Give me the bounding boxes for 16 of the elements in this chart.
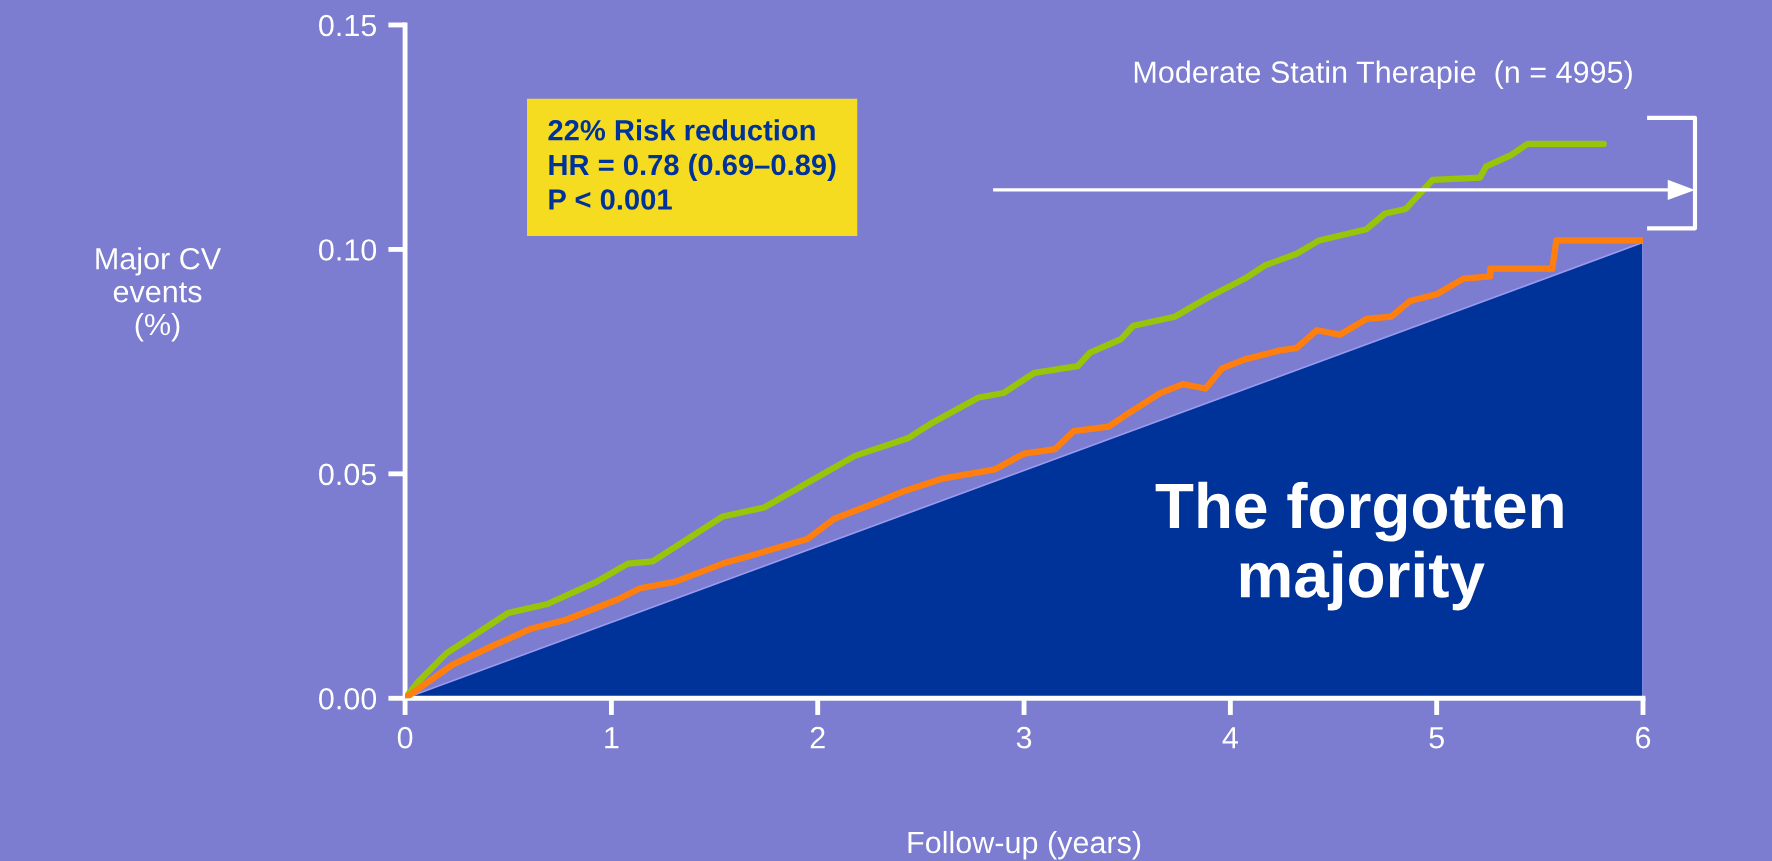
x-tick-label: 0 (397, 726, 413, 749)
y-tick-label: 0.10 (319, 239, 377, 261)
x-tick-label: 3 (1016, 726, 1032, 749)
x-tick-label: 6 (1636, 726, 1651, 749)
x-tick-label: 1 (605, 727, 619, 749)
annotation: 22% Risk reduction HR = 0.78 (0.69–0.89) P < 0.001 (548, 119, 836, 210)
x-tick-label: 2 (810, 726, 825, 749)
x-tick-label: 4 (1222, 727, 1238, 749)
y-tick-label: 0.00 (319, 688, 377, 710)
x-tick-label: 5 (1429, 727, 1444, 749)
text: Moderate Statin Therapie (n = 4995) (1134, 60, 1632, 90)
y-tick-label: 0.15 (319, 14, 377, 37)
annotation: The forgotten majority (1155, 481, 1563, 611)
x-axis-title: Follow-up (years) (908, 830, 1141, 860)
y-axis-title: Major CV events (%) (96, 247, 222, 342)
y-tick-label: 0.05 (319, 463, 377, 486)
